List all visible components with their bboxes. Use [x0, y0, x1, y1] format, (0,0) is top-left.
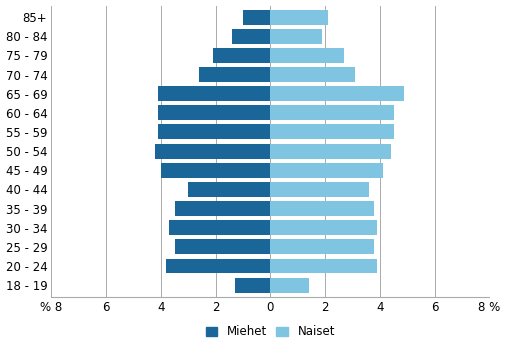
Bar: [270, 10, 327, 24]
Bar: [234, 278, 270, 293]
Bar: [199, 67, 270, 82]
Bar: [242, 10, 270, 24]
Bar: [188, 182, 270, 197]
Bar: [270, 163, 382, 178]
Bar: [270, 67, 355, 82]
Bar: [169, 220, 270, 235]
Bar: [270, 278, 308, 293]
Bar: [270, 86, 403, 101]
Bar: [270, 182, 368, 197]
Bar: [174, 239, 270, 254]
Bar: [270, 105, 393, 120]
Bar: [158, 86, 270, 101]
Bar: [213, 48, 270, 63]
Bar: [158, 105, 270, 120]
Bar: [155, 144, 270, 159]
Bar: [161, 163, 270, 178]
Legend: Miehet, Naiset: Miehet, Naiset: [200, 321, 339, 343]
Bar: [270, 144, 390, 159]
Bar: [270, 239, 374, 254]
Bar: [270, 220, 376, 235]
Bar: [174, 201, 270, 216]
Bar: [270, 259, 376, 273]
Bar: [270, 48, 343, 63]
Bar: [166, 259, 270, 273]
Bar: [158, 125, 270, 139]
Bar: [270, 125, 393, 139]
Bar: [270, 201, 374, 216]
Bar: [270, 29, 322, 44]
Bar: [232, 29, 270, 44]
